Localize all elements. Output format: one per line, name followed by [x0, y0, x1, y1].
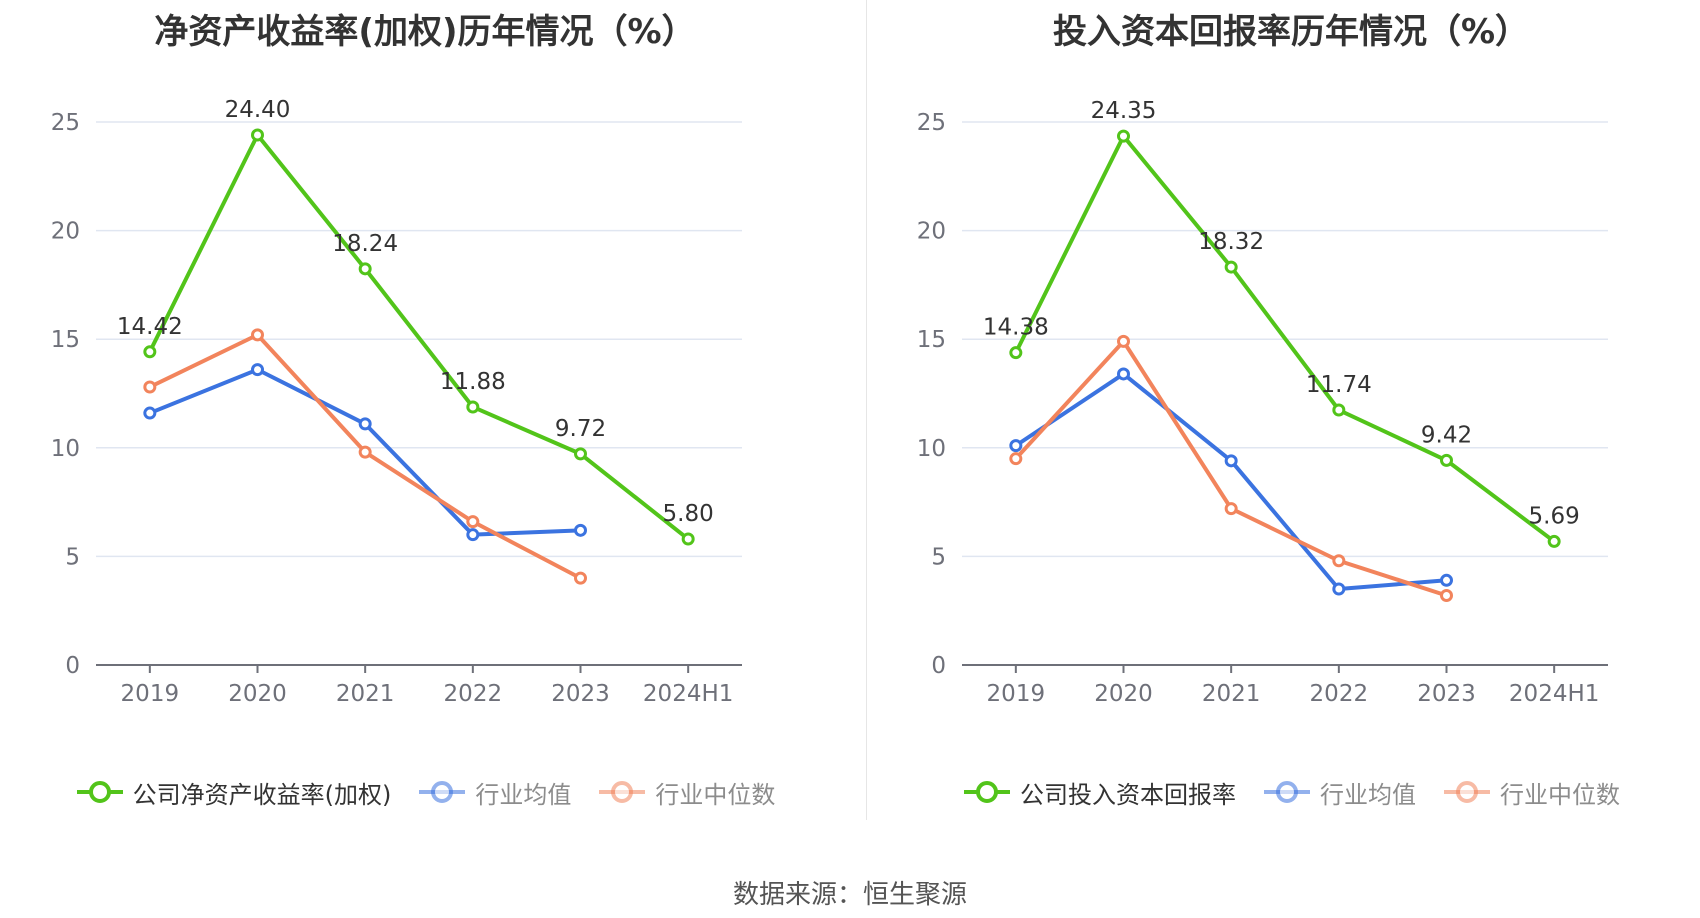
- panel-divider: [866, 0, 867, 820]
- data-point: [143, 380, 157, 394]
- series-line: [1014, 134, 1556, 544]
- data-point: [1009, 439, 1023, 453]
- data-source-note: 数据来源：恒生聚源: [732, 880, 967, 910]
- data-point: [466, 528, 480, 542]
- data-label: 24.40: [225, 97, 291, 123]
- data-point: [143, 406, 157, 420]
- y-tick-label: 0: [931, 653, 946, 679]
- data-label: 14.38: [983, 315, 1049, 341]
- series-line: [148, 133, 690, 541]
- legend-marker-icon: [964, 781, 1010, 803]
- roic-line-chart: 0 5 10 15 20 25 2019 2020 2021 2022 2023 2024H1 14.3…: [917, 98, 1608, 707]
- data-point: [1009, 452, 1023, 466]
- legend-item[interactable]: 行业均值: [417, 775, 571, 810]
- x-tick-label: 2022: [444, 681, 503, 707]
- legend-item[interactable]: 行业均值: [1262, 775, 1416, 810]
- y-tick-label: 10: [917, 436, 946, 462]
- data-label: 9.72: [555, 416, 606, 442]
- data-point: [1224, 260, 1238, 274]
- data-label: 11.88: [440, 369, 506, 395]
- data-point: [681, 532, 695, 546]
- data-label: 18.24: [332, 231, 398, 257]
- data-point: [1440, 588, 1453, 602]
- data-point: [1332, 554, 1346, 568]
- data-point: [251, 128, 264, 142]
- data-point: [1117, 129, 1130, 143]
- x-tick-label: 2024H1: [643, 681, 733, 707]
- legend-label: 公司投入资本回报率: [1020, 780, 1236, 809]
- y-tick-label: 5: [65, 544, 80, 570]
- data-point: [1117, 334, 1130, 348]
- legend-label: 公司净资产收益率(加权): [132, 780, 392, 809]
- y-tick-label: 20: [51, 219, 80, 245]
- data-point: [251, 363, 264, 377]
- legend-item[interactable]: 行业中位数: [1442, 775, 1620, 810]
- x-tick-label: 2023: [1417, 681, 1476, 707]
- legend-item[interactable]: 公司投入资本回报率: [962, 775, 1236, 810]
- data-label: 5.69: [1529, 503, 1580, 529]
- data-point: [358, 445, 372, 459]
- x-tick-label: 2023: [551, 681, 610, 707]
- data-point: [358, 262, 372, 276]
- y-tick-label: 5: [931, 544, 946, 570]
- x-tick-label: 2024H1: [1509, 681, 1599, 707]
- legend-label: 行业中位数: [655, 780, 776, 809]
- y-tick-label: 25: [51, 110, 80, 136]
- roe-line-chart: 0 5 10 15 20 25 2019 2020 2021 2022 2023 2024H1 14.4…: [51, 97, 742, 707]
- legend-marker-icon: [1444, 781, 1490, 803]
- legend-item[interactable]: 公司净资产收益率(加权): [75, 775, 392, 810]
- data-point: [574, 447, 587, 461]
- legend-marker-icon: [1264, 781, 1310, 803]
- legend-label: 行业中位数: [1500, 780, 1620, 809]
- x-tick-label: 2021: [336, 681, 395, 707]
- chart-title: 净资产收益率(加权)历年情况（%）: [154, 12, 696, 52]
- data-point: [574, 571, 587, 585]
- data-label: 5.80: [663, 501, 714, 527]
- data-point: [1440, 573, 1453, 587]
- y-tick-label: 15: [917, 327, 946, 353]
- data-point: [143, 345, 157, 359]
- data-label: 11.74: [1306, 372, 1372, 398]
- y-tick-label: 0: [65, 653, 80, 679]
- data-point: [1224, 502, 1238, 516]
- data-label: 14.42: [117, 314, 183, 340]
- data-point: [1009, 346, 1023, 360]
- data-point: [1332, 582, 1346, 596]
- roe-chart-panel: 净资产收益率(加权)历年情况（%） 0 5 10 15 20 25 2019 2020 2021…: [0, 0, 850, 820]
- data-label: 9.42: [1421, 422, 1472, 448]
- chart-legend[interactable]: 公司净资产收益率(加权) 行业均值 行业中位数: [0, 772, 850, 812]
- data-label: 24.35: [1091, 98, 1157, 124]
- y-tick-label: 25: [917, 110, 946, 136]
- legend-item[interactable]: 行业中位数: [597, 775, 775, 810]
- y-tick-label: 15: [51, 327, 80, 353]
- y-tick-label: 20: [917, 219, 946, 245]
- x-tick-label: 2022: [1310, 681, 1369, 707]
- data-point: [1440, 453, 1453, 467]
- legend-marker-icon: [599, 781, 646, 803]
- legend-label: 行业均值: [475, 780, 572, 809]
- legend-marker-icon: [419, 781, 466, 803]
- data-point: [1332, 403, 1346, 417]
- x-tick-label: 2020: [1094, 681, 1153, 707]
- series-line: [1014, 339, 1448, 598]
- x-tick-label: 2019: [121, 681, 180, 707]
- chart-legend[interactable]: 公司投入资本回报率 行业均值 行业中位数: [866, 772, 1700, 812]
- data-point: [466, 515, 480, 529]
- y-tick-label: 10: [51, 436, 80, 462]
- data-point: [251, 328, 264, 342]
- data-point: [1224, 454, 1238, 468]
- data-point: [574, 523, 587, 537]
- data-point: [1117, 367, 1130, 381]
- data-point: [358, 417, 372, 431]
- x-tick-label: 2020: [228, 681, 287, 707]
- chart-title: 投入资本回报率历年情况（%）: [1052, 12, 1530, 52]
- data-point: [466, 400, 480, 414]
- x-tick-label: 2021: [1202, 681, 1261, 707]
- data-point: [1547, 534, 1561, 548]
- data-label: 18.32: [1198, 229, 1264, 255]
- roic-chart-panel: 投入资本回报率历年情况（%） 0 5 10 15 20 25 2019 2020 2021 202…: [866, 0, 1700, 820]
- legend-label: 行业均值: [1320, 780, 1416, 809]
- x-tick-label: 2019: [987, 681, 1046, 707]
- legend-marker-icon: [76, 781, 123, 803]
